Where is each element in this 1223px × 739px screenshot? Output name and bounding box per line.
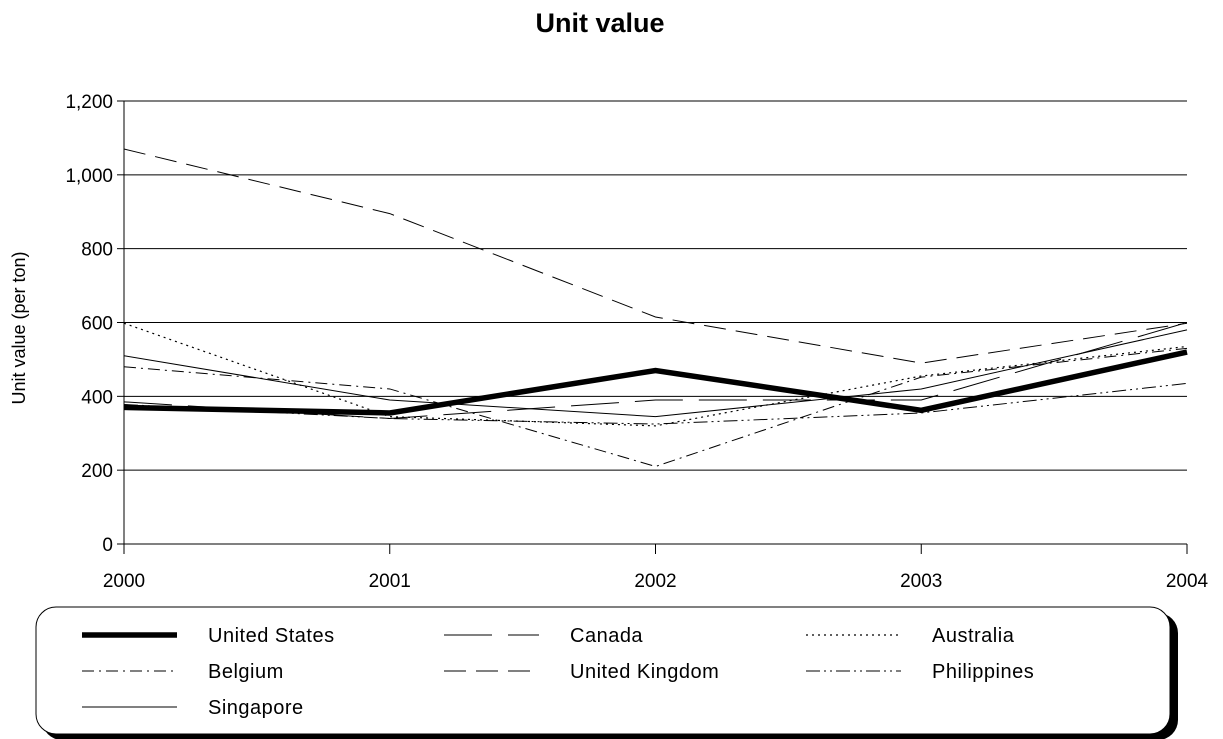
chart-title: Unit value	[535, 8, 665, 38]
legend-label: United Kingdom	[570, 661, 719, 683]
y-tick-label: 400	[81, 387, 113, 408]
x-tick-label: 2004	[1166, 571, 1209, 592]
y-tick-label: 200	[81, 461, 113, 482]
x-tick-label: 2000	[103, 571, 145, 592]
x-tick-label: 2002	[634, 571, 676, 592]
series-line-united-kingdom	[123, 148, 1188, 364]
y-axis-title: Unit value (per ton)	[9, 251, 29, 404]
legend-label: Singapore	[208, 697, 304, 719]
x-tick-labels: 2000 2001 2002 2003 2004	[103, 571, 1209, 592]
series-line-belgium	[123, 347, 1188, 467]
legend-label: Canada	[570, 625, 643, 647]
series-line-united-states	[123, 349, 1188, 416]
series-line-singapore	[123, 329, 1188, 418]
legend-box	[35, 606, 1171, 735]
y-tick-label: 600	[81, 314, 113, 335]
axes	[117, 100, 1188, 554]
legend-label: Australia	[932, 625, 1015, 647]
legend-label: United States	[208, 625, 335, 647]
y-tick-label: 1,200	[65, 92, 113, 113]
legend-label: Belgium	[208, 661, 284, 683]
series-lines	[123, 148, 1188, 467]
y-tick-label: 800	[81, 240, 113, 261]
x-tick-label: 2003	[900, 571, 942, 592]
x-tick-label: 2001	[369, 571, 411, 592]
legend-label: Philippines	[932, 661, 1034, 683]
gridlines	[124, 100, 1187, 471]
y-tick-label: 0	[102, 535, 113, 556]
legend: United States Canada Australia Belgium Unite…	[35, 606, 1178, 739]
series-line-canada	[123, 322, 1188, 419]
y-tick-label: 1,000	[65, 166, 113, 187]
y-tick-labels: 0 200 400 600 800 1,000 1,200	[65, 92, 113, 556]
